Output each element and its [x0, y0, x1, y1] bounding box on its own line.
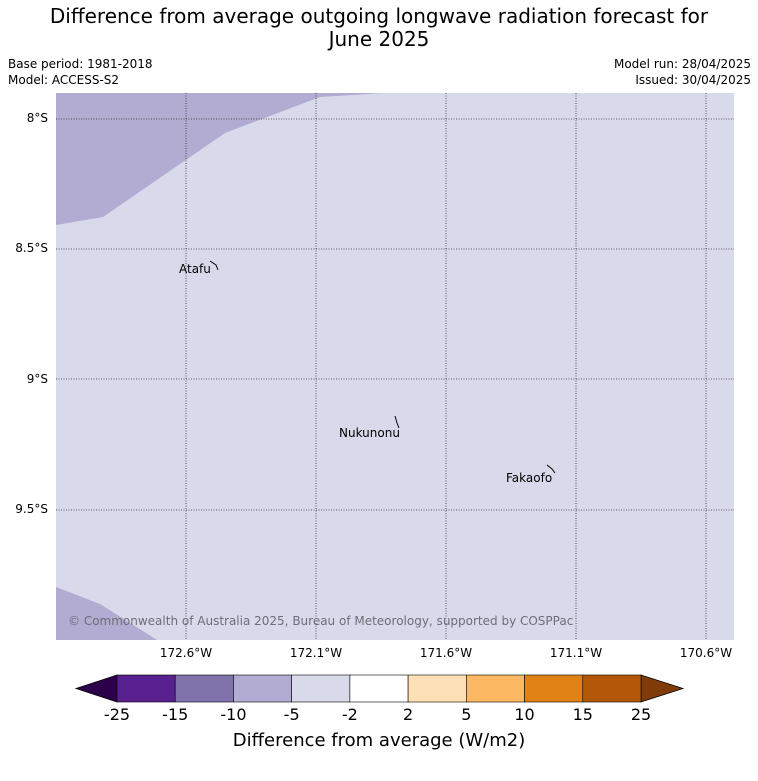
- colorbar-tick-label: 2: [383, 705, 433, 724]
- place-label-nukunonu: Nukunonu: [339, 426, 400, 440]
- lat-label-9s: 9°S: [0, 372, 48, 386]
- colorbar-segment-7: [466, 675, 524, 702]
- colorbar-tick-label: -2: [325, 705, 375, 724]
- colorbar-segment-1: [117, 675, 175, 702]
- colorbar-tick-label: 15: [558, 705, 608, 724]
- colorbar-segment-8: [525, 675, 583, 702]
- lat-label-9-5s: 9.5°S: [0, 502, 48, 516]
- place-label-fakaofo: Fakaofo: [506, 471, 552, 485]
- colorbar-segment-4: [292, 675, 350, 702]
- colorbar-over-arrow: [641, 675, 683, 702]
- lon-label-170-6w: 170.6°W: [666, 646, 746, 660]
- colorbar-under-arrow: [76, 675, 117, 702]
- colorbar-label: Difference from average (W/m2): [0, 730, 758, 751]
- colorbar-tick-label: -10: [208, 705, 258, 724]
- place-label-atafu: Atafu: [179, 262, 211, 276]
- lon-label-172-1w: 172.1°W: [276, 646, 356, 660]
- colorbar-tick-label: 5: [441, 705, 491, 724]
- colorbar-tick-label: 25: [616, 705, 666, 724]
- colorbar-segment-5: [350, 675, 408, 702]
- lat-label-8s: 8°S: [0, 111, 48, 125]
- colorbar-tick-label: -25: [92, 705, 142, 724]
- colorbar-segment-6: [408, 675, 466, 702]
- lon-label-171-1w: 171.1°W: [536, 646, 616, 660]
- colorbar-tick-label: -15: [150, 705, 200, 724]
- colorbar-tick-label: 10: [500, 705, 550, 724]
- colorbar-segment-9: [583, 675, 641, 702]
- map-canvas: [0, 0, 758, 781]
- lon-label-172-6w: 172.6°W: [146, 646, 226, 660]
- copyright-notice: © Commonwealth of Australia 2025, Bureau…: [68, 614, 573, 628]
- colorbar: [76, 675, 683, 702]
- lon-label-171-6w: 171.6°W: [406, 646, 486, 660]
- colorbar-segment-2: [175, 675, 233, 702]
- colorbar-tick-label: -5: [267, 705, 317, 724]
- lat-label-8-5s: 8.5°S: [0, 241, 48, 255]
- colorbar-segment-3: [233, 675, 291, 702]
